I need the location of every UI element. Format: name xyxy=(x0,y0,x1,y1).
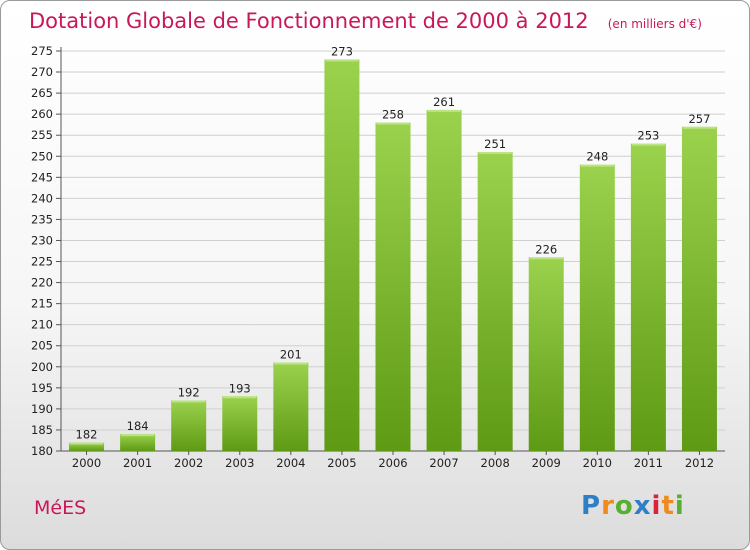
logo-letter: x xyxy=(633,491,652,521)
logo-letter: r xyxy=(601,491,615,521)
chart-title: Dotation Globale de Fonctionnement de 20… xyxy=(29,9,702,33)
bar-highlight xyxy=(172,400,206,403)
bar xyxy=(375,122,411,451)
bar-value-label: 192 xyxy=(178,385,200,399)
y-tick-label: 265 xyxy=(31,86,53,100)
bar-highlight xyxy=(70,442,104,445)
bar xyxy=(324,59,360,451)
bar-value-label: 253 xyxy=(637,129,659,143)
bar-value-label: 182 xyxy=(76,428,98,442)
logo-letter: i xyxy=(651,491,662,521)
bar xyxy=(273,362,309,451)
x-tick-label: 2004 xyxy=(276,456,305,470)
bar xyxy=(120,434,156,451)
x-tick-label: 2009 xyxy=(532,456,561,470)
y-tick-label: 220 xyxy=(31,276,53,290)
y-tick-label: 185 xyxy=(31,423,53,437)
bar-value-label: 258 xyxy=(382,108,404,122)
y-tick-label: 230 xyxy=(31,233,53,247)
x-tick-label: 2011 xyxy=(634,456,663,470)
y-tick-label: 180 xyxy=(31,444,53,458)
bar xyxy=(69,442,105,451)
x-tick-label: 2007 xyxy=(429,456,458,470)
x-tick-label: 2002 xyxy=(174,456,203,470)
bar-value-label: 257 xyxy=(688,112,710,126)
bar-highlight xyxy=(529,257,563,260)
proxiti-logo: Proxiti xyxy=(581,491,685,521)
bar-highlight xyxy=(631,143,665,146)
bar-value-label: 201 xyxy=(280,348,302,362)
x-tick-label: 2012 xyxy=(685,456,714,470)
logo-letter: i xyxy=(674,491,685,521)
bar-highlight xyxy=(121,434,155,437)
y-tick-label: 240 xyxy=(31,191,53,205)
y-tick-label: 190 xyxy=(31,402,53,416)
logo-letter: o xyxy=(614,491,634,521)
y-tick-label: 270 xyxy=(31,65,53,79)
bar-highlight xyxy=(274,362,308,365)
bar-highlight xyxy=(376,122,410,125)
bar-value-label: 226 xyxy=(535,242,557,256)
bar xyxy=(528,257,564,451)
y-tick-label: 210 xyxy=(31,318,53,332)
bar xyxy=(426,109,462,452)
y-tick-label: 225 xyxy=(31,255,53,269)
bar xyxy=(477,152,513,452)
bar xyxy=(171,400,207,451)
x-tick-label: 2006 xyxy=(378,456,407,470)
y-tick-label: 260 xyxy=(31,107,53,121)
bar-value-label: 251 xyxy=(484,137,506,151)
commune-name: MéES xyxy=(34,497,87,519)
bar xyxy=(630,143,666,451)
bar-highlight xyxy=(223,396,257,399)
bar-value-label: 184 xyxy=(127,419,149,433)
x-tick-label: 2010 xyxy=(583,456,612,470)
y-tick-label: 215 xyxy=(31,297,53,311)
y-tick-label: 245 xyxy=(31,170,53,184)
y-tick-label: 235 xyxy=(31,212,53,226)
y-tick-label: 200 xyxy=(31,360,53,374)
logo-letter: P xyxy=(581,491,602,521)
bar-value-label: 193 xyxy=(229,381,251,395)
title-text: Dotation Globale de Fonctionnement de 20… xyxy=(29,9,589,33)
x-tick-label: 2001 xyxy=(123,456,152,470)
bar-value-label: 248 xyxy=(586,150,608,164)
bar-highlight xyxy=(427,109,461,112)
x-tick-label: 2005 xyxy=(327,456,356,470)
bar-value-label: 261 xyxy=(433,95,455,109)
logo-letter: t xyxy=(661,491,675,521)
x-tick-label: 2003 xyxy=(225,456,254,470)
y-tick-label: 250 xyxy=(31,149,53,163)
bar-value-label: 273 xyxy=(331,44,353,58)
y-tick-label: 255 xyxy=(31,128,53,142)
x-tick-label: 2000 xyxy=(72,456,101,470)
bar xyxy=(579,164,615,451)
y-tick-label: 275 xyxy=(31,44,53,58)
bar xyxy=(681,126,717,451)
bar-highlight xyxy=(682,126,716,129)
x-tick-label: 2008 xyxy=(481,456,510,470)
bar-highlight xyxy=(325,59,359,62)
bar-highlight xyxy=(478,152,512,155)
bar xyxy=(222,396,258,451)
y-tick-label: 195 xyxy=(31,381,53,395)
bar-highlight xyxy=(580,164,614,167)
unit-label: (en milliers d'€) xyxy=(607,17,702,31)
y-tick-label: 205 xyxy=(31,339,53,353)
